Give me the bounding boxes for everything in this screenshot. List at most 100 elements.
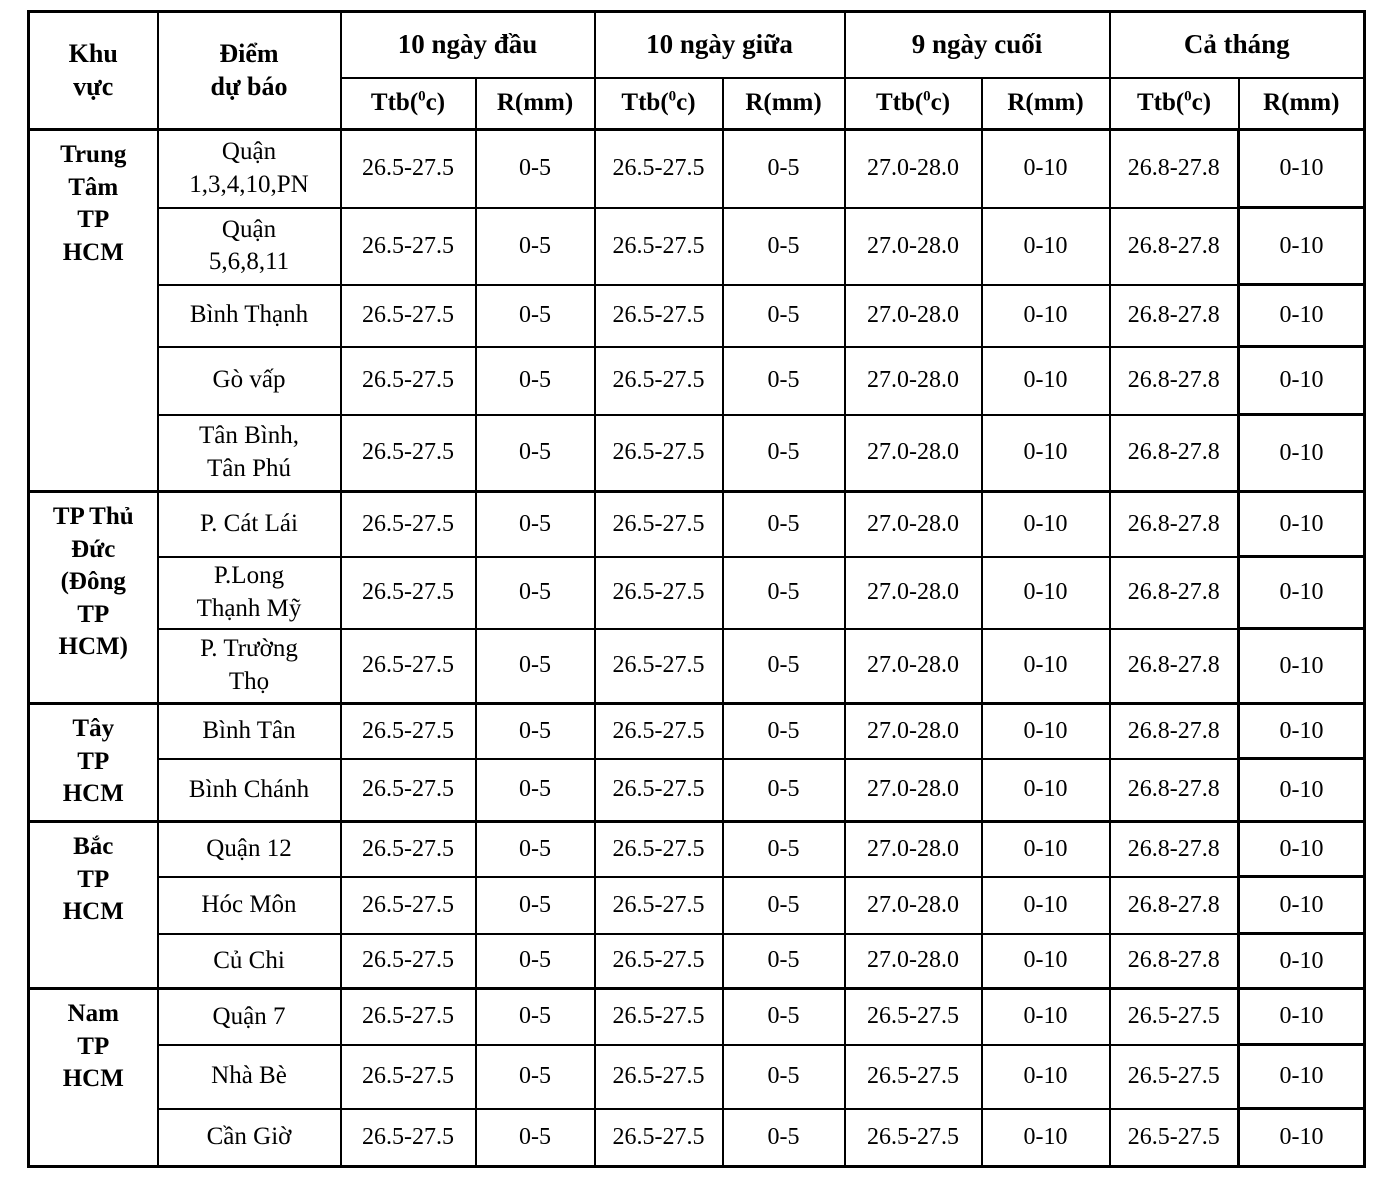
table-row: Quận 5,6,8,11 26.5-27.5 0-5 26.5-27.5 0-5 27.… xyxy=(29,206,1367,286)
value-cell: 26.5-27.5 xyxy=(593,128,724,209)
header-group-9-ngay-cuoi: 9 ngày cuối xyxy=(843,10,1111,79)
value-cell: 27.0-28.0 xyxy=(843,206,983,286)
forecast-point-cell: Cần Giờ xyxy=(156,1107,342,1168)
table-row: Cần Giờ 26.5-27.5 0-5 26.5-27.5 0-5 26.5-27.5… xyxy=(29,1107,1367,1168)
table-row: Bắc TP HCM Quận 12 26.5-27.5 0-5 26.5-27.5 0-… xyxy=(27,820,1367,990)
ttb-label: Ttb( xyxy=(621,89,669,117)
value-cell: 0-5 xyxy=(721,1107,846,1168)
header-sub-row: Ttb(0c) R(mm) Ttb(0c) R(mm) Ttb(0c) R(mm… xyxy=(29,76,1366,131)
value-cell: 26.5-27.5 xyxy=(339,345,477,416)
value-cell: 0-10 xyxy=(980,490,1111,558)
value-cell: 26.5-27.5 xyxy=(339,987,477,1046)
value-cell: 0-10 xyxy=(1237,128,1367,209)
value-cell: 0-10 xyxy=(1237,1107,1367,1168)
value-cell: 26.5-27.5 xyxy=(339,820,477,878)
forecast-point-cell: Bình Thạnh xyxy=(156,283,342,348)
value-cell: 27.0-28.0 xyxy=(843,932,983,990)
header-group-10-ngay-dau: 10 ngày đầu xyxy=(339,10,596,79)
value-cell: 27.0-28.0 xyxy=(843,490,983,558)
value-cell: 0-5 xyxy=(721,820,846,878)
value-cell: 0-5 xyxy=(721,875,846,935)
value-cell: 26.5-27.5 xyxy=(339,757,477,823)
subheader-r: R(mm) xyxy=(474,76,596,131)
value-cell: 26.5-27.5 xyxy=(593,702,724,760)
value-cell: 26.5-27.5 xyxy=(339,283,477,348)
header-group-ca-thang: Cả tháng xyxy=(1108,10,1366,79)
value-cell: 0-5 xyxy=(474,283,596,348)
value-cell: 0-5 xyxy=(474,128,596,209)
value-cell: 0-5 xyxy=(474,1043,596,1110)
value-cell: 26.5-27.5 xyxy=(843,1043,983,1110)
subheader-ttb: Ttb(0c) xyxy=(1108,76,1240,131)
region-cell: Bắc TP HCM xyxy=(27,820,159,990)
value-cell: 26.8-27.8 xyxy=(1108,702,1240,760)
ttb-label: Ttb( xyxy=(1136,89,1185,117)
table-body: Trung Tâm TP HCM Quận 1,3,4,10,PN 26.5-27.… xyxy=(27,128,1367,1168)
value-cell: 0-5 xyxy=(721,555,846,630)
value-cell: 0-5 xyxy=(721,702,846,760)
value-cell: 26.5-27.5 xyxy=(593,627,724,705)
value-cell: 0-10 xyxy=(980,820,1111,878)
table-row: P. Trường Thọ 26.5-27.5 0-5 26.5-27.5 0-5 27.… xyxy=(29,627,1367,705)
ttb-label-suffix: c) xyxy=(425,89,446,117)
forecast-point-cell: P. Cát Lái xyxy=(156,490,342,558)
value-cell: 0-10 xyxy=(1237,283,1367,348)
table-row: Tân Bình, Tân Phú 26.5-27.5 0-5 26.5-27.5 0-… xyxy=(29,413,1367,493)
subheader-r: R(mm) xyxy=(1237,76,1366,131)
value-cell: 26.8-27.8 xyxy=(1108,490,1240,558)
forecast-point-cell: P.Long Thạnh Mỹ xyxy=(156,555,342,630)
region-cell: TP Thủ Đức (Đông TP HCM) xyxy=(27,490,159,705)
subheader-r: R(mm) xyxy=(980,76,1111,131)
value-cell: 26.5-27.5 xyxy=(339,627,477,705)
forecast-table-container: Khu vực Điểm dự báo 10 ngày đầu 10 ngày … xyxy=(27,10,1367,1168)
value-cell: 27.0-28.0 xyxy=(843,627,983,705)
subheader-r: R(mm) xyxy=(721,76,846,131)
value-cell: 26.5-27.5 xyxy=(339,206,477,286)
table-row: Củ Chi 26.5-27.5 0-5 26.5-27.5 0-5 27.0-28.0 0… xyxy=(29,932,1367,990)
value-cell: 0-10 xyxy=(980,283,1111,348)
table-row: Gò vấp 26.5-27.5 0-5 26.5-27.5 0-5 27.0-28.0 0… xyxy=(29,345,1367,416)
value-cell: 0-5 xyxy=(474,413,596,493)
value-cell: 0-5 xyxy=(721,128,846,209)
forecast-table: Khu vực Điểm dự báo 10 ngày đầu 10 ngày … xyxy=(27,10,1367,1168)
value-cell: 0-10 xyxy=(980,875,1111,935)
value-cell: 0-10 xyxy=(980,413,1111,493)
value-cell: 26.8-27.8 xyxy=(1108,875,1240,935)
value-cell: 26.5-27.5 xyxy=(593,283,724,348)
value-cell: 0-10 xyxy=(1237,627,1367,705)
value-cell: 0-5 xyxy=(474,555,596,630)
value-cell: 0-5 xyxy=(474,345,596,416)
ttb-label-suffix: c) xyxy=(930,89,951,117)
value-cell: 27.0-28.0 xyxy=(843,875,983,935)
forecast-point-cell: Quận 12 xyxy=(156,820,342,878)
table-row: Bình Thạnh 26.5-27.5 0-5 26.5-27.5 0-5 27.0-2… xyxy=(29,283,1367,348)
value-cell: 0-10 xyxy=(980,206,1111,286)
value-cell: 0-5 xyxy=(474,702,596,760)
value-cell: 0-10 xyxy=(980,987,1111,1046)
value-cell: 0-5 xyxy=(721,932,846,990)
value-cell: 26.5-27.5 xyxy=(593,820,724,878)
value-cell: 26.5-27.5 xyxy=(593,757,724,823)
value-cell: 0-10 xyxy=(1237,490,1367,558)
value-cell: 0-5 xyxy=(721,490,846,558)
header-khu-vuc: Khu vực xyxy=(27,10,159,131)
value-cell: 26.8-27.8 xyxy=(1108,206,1240,286)
ttb-superscript: 0 xyxy=(418,88,426,105)
subheader-ttb: Ttb(0c) xyxy=(339,76,477,131)
value-cell: 26.5-27.5 xyxy=(1108,1043,1240,1110)
value-cell: 0-5 xyxy=(474,1107,596,1168)
value-cell: 0-5 xyxy=(721,283,846,348)
table-row: Trung Tâm TP HCM Quận 1,3,4,10,PN 26.5-27.… xyxy=(27,128,1367,493)
value-cell: 0-10 xyxy=(1237,555,1367,630)
value-cell: 26.5-27.5 xyxy=(339,555,477,630)
value-cell: 26.5-27.5 xyxy=(339,875,477,935)
ttb-label-suffix: c) xyxy=(1191,89,1212,117)
value-cell: 0-5 xyxy=(721,757,846,823)
value-cell: 27.0-28.0 xyxy=(843,128,983,209)
forecast-point-cell: Tân Bình, Tân Phú xyxy=(156,413,342,493)
value-cell: 26.8-27.8 xyxy=(1108,627,1240,705)
value-cell: 26.5-27.5 xyxy=(339,932,477,990)
value-cell: 26.8-27.8 xyxy=(1108,555,1240,630)
value-cell: 0-10 xyxy=(980,1043,1111,1110)
value-cell: 27.0-28.0 xyxy=(843,702,983,760)
